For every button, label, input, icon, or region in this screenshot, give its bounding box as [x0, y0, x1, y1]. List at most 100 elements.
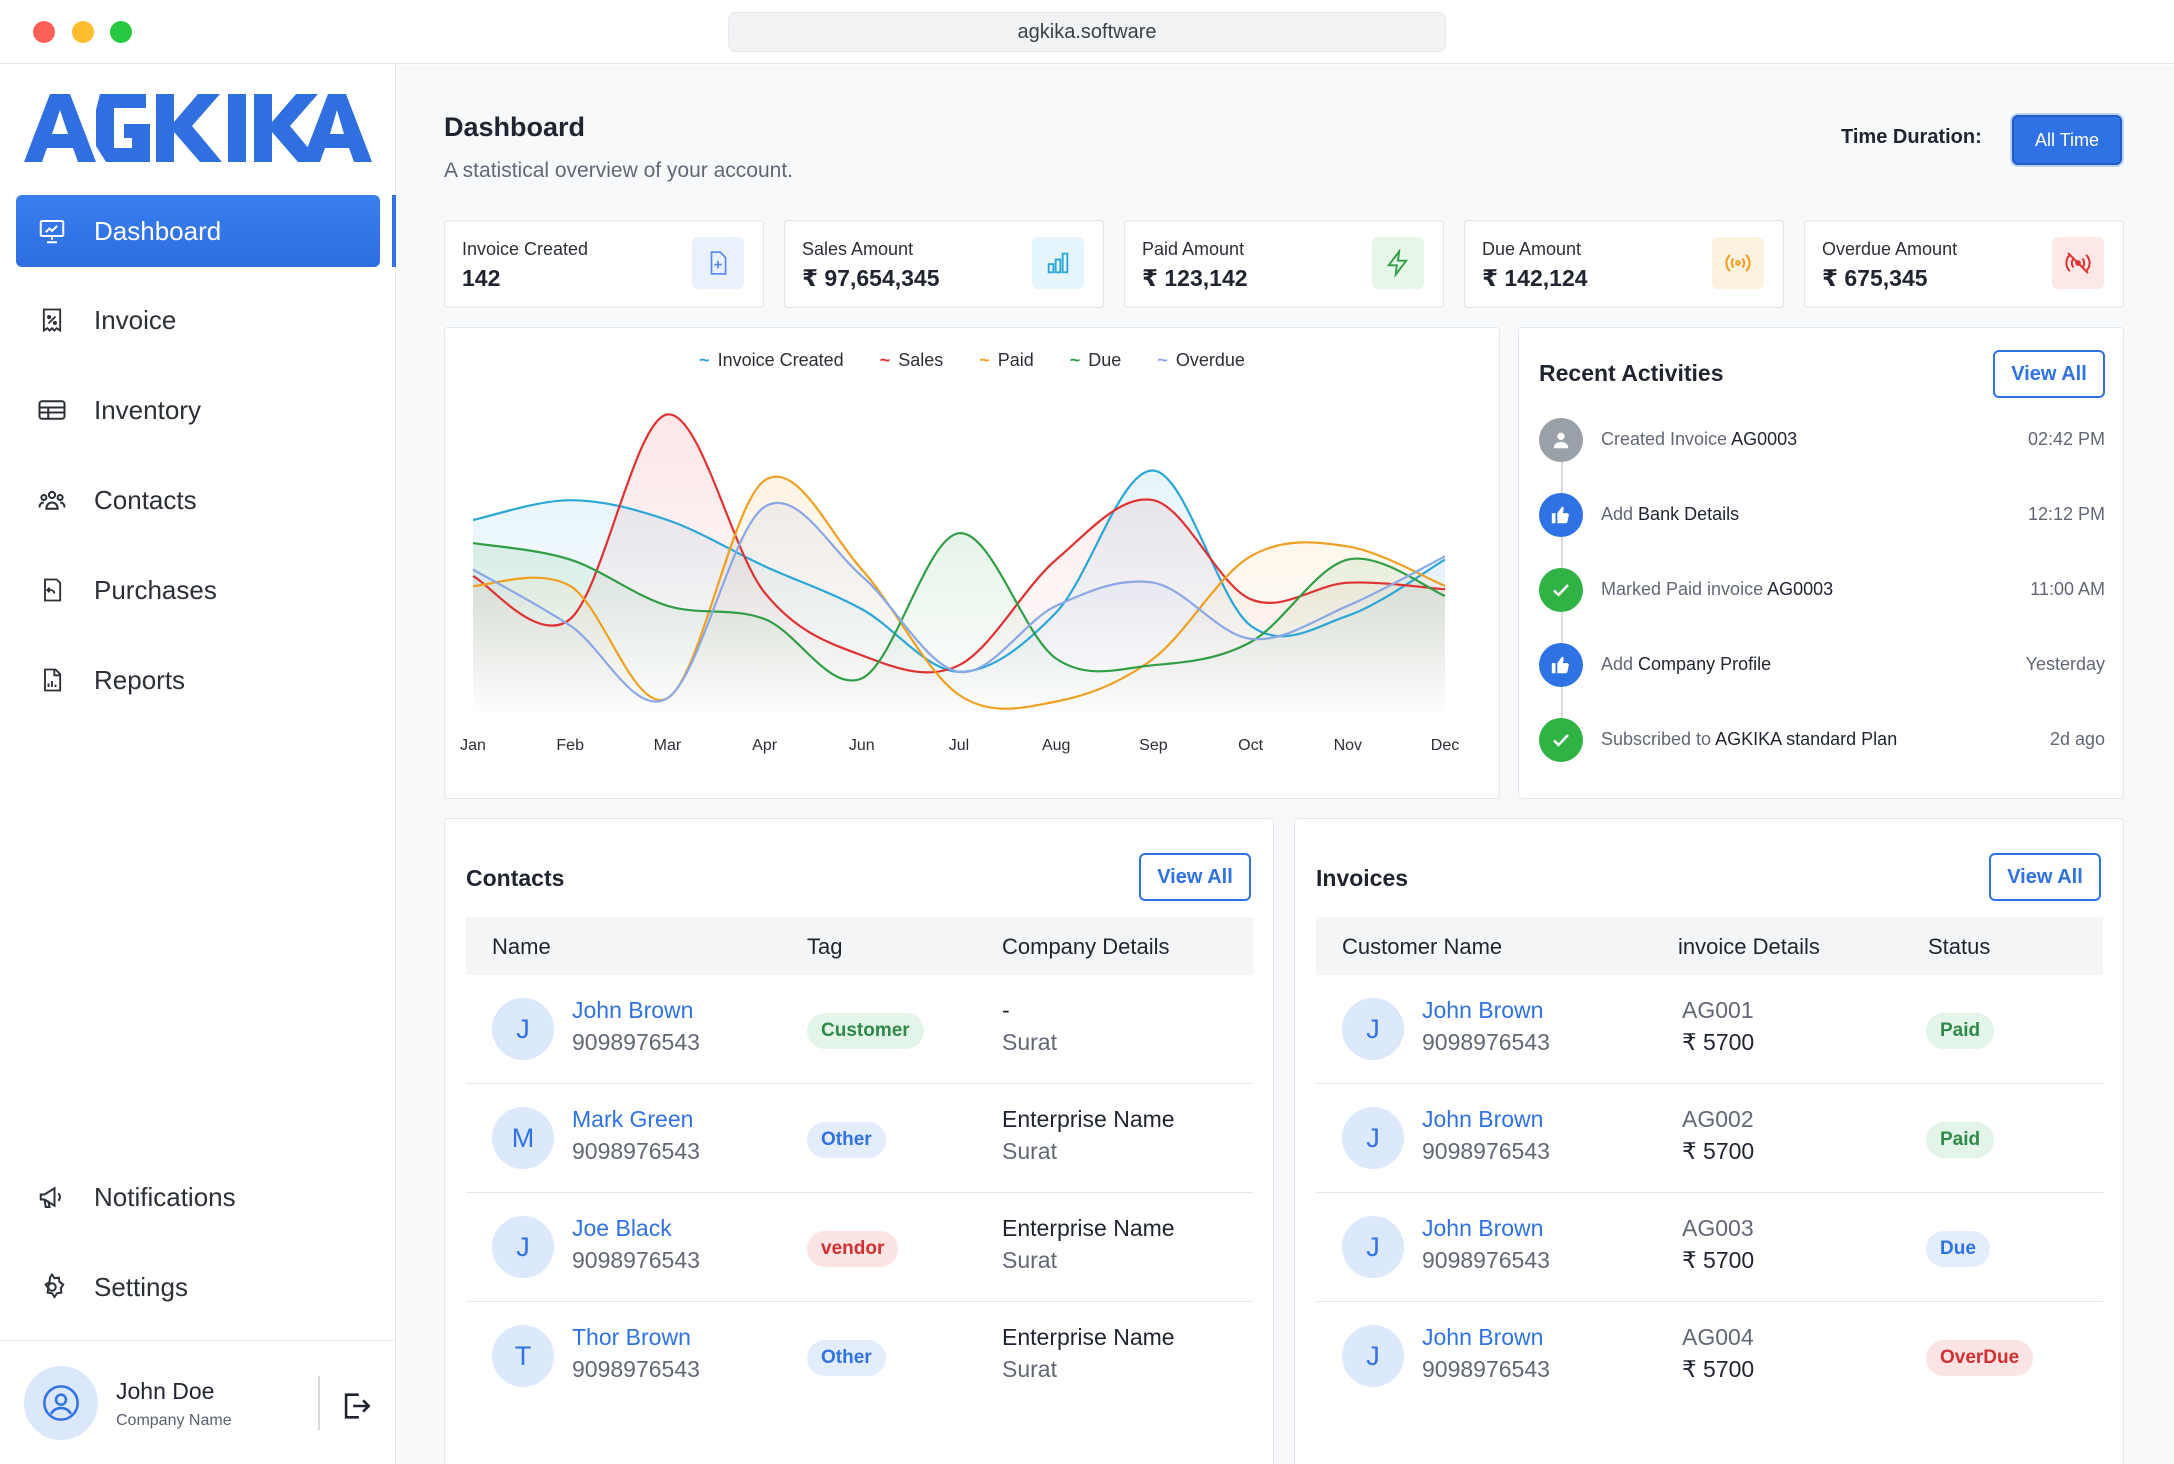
- customer-name-link[interactable]: John Brown: [1422, 997, 1544, 1023]
- gear-icon: [36, 1271, 68, 1303]
- maximize-window-button[interactable]: [110, 21, 132, 43]
- legend-item[interactable]: ~ Overdue: [1157, 350, 1245, 370]
- stat-value: ₹ 97,654,345: [802, 265, 940, 291]
- receipt-percent-icon: [36, 304, 68, 336]
- activity-item[interactable]: Marked Paid invoice AG0003 11:00 AM: [1539, 568, 2105, 618]
- contact-name-link[interactable]: John Brown: [572, 997, 694, 1023]
- legend-item[interactable]: ~ Due: [1069, 350, 1122, 370]
- table-row[interactable]: J John Brown 9098976543 AG002 ₹ 5700 Pai…: [1316, 1084, 2103, 1193]
- sidebar-item-notifications[interactable]: Notifications: [16, 1161, 380, 1233]
- customer-name-link[interactable]: John Brown: [1422, 1215, 1544, 1241]
- column-header: Company Details: [1002, 934, 1170, 959]
- avatar[interactable]: [24, 1366, 98, 1440]
- chart-card: ~ Invoice Created ~ Sales ~ Paid ~ Due ~ Over…: [444, 327, 1500, 799]
- avatar: J: [492, 998, 554, 1060]
- sidebar-item-label: Inventory: [94, 394, 201, 425]
- invoices-title: Invoices: [1316, 865, 1409, 891]
- activity-time: 2d ago: [2049, 729, 2105, 749]
- user-name: John Doe: [116, 1378, 215, 1404]
- logout-icon: [344, 1393, 371, 1419]
- table-row[interactable]: T Thor Brown 9098976543 Other Enterprise…: [466, 1302, 1253, 1411]
- stat-label: Overdue Amount: [1822, 239, 1958, 259]
- x-tick-label: Aug: [1042, 737, 1070, 754]
- thumbs-up-icon: [1539, 493, 1583, 537]
- activities-view-all-button[interactable]: View All: [1993, 350, 2105, 398]
- series-line[interactable]: [472, 532, 1446, 682]
- bar-chart-icon: [1032, 237, 1084, 289]
- chart-legend: ~ Invoice Created ~ Sales ~ Paid ~ Due ~ Over…: [445, 350, 1499, 371]
- invoices-table-header: Customer Name invoice Details Status: [1316, 917, 2103, 975]
- series-line[interactable]: [472, 475, 1446, 710]
- table-row[interactable]: J John Brown 9098976543 AG003 ₹ 5700 Due: [1316, 1193, 2103, 1302]
- legend-item[interactable]: ~ Invoice Created: [699, 350, 844, 370]
- x-tick-label: Feb: [556, 737, 584, 754]
- sidebar-item-invoice[interactable]: Invoice: [16, 284, 380, 356]
- sidebar-item-label: Dashboard: [94, 215, 222, 246]
- stat-value: 142: [462, 265, 501, 291]
- contacts-view-all-button[interactable]: View All: [1139, 853, 1251, 901]
- activity-item[interactable]: Subscribed to AGKIKA standard Plan 2d ag…: [1539, 718, 2105, 768]
- thumbs-up-icon: [1539, 643, 1583, 687]
- status-badge: Paid: [1926, 1013, 1995, 1049]
- series-line[interactable]: [472, 501, 1446, 703]
- activity-item[interactable]: Add Company Profile Yesterday: [1539, 643, 2105, 693]
- x-tick-label: Mar: [654, 737, 682, 754]
- avatar: M: [492, 1107, 554, 1169]
- legend-item[interactable]: ~ Paid: [979, 350, 1034, 370]
- legend-label: Sales: [898, 350, 944, 370]
- invoice-amount: ₹ 5700: [1682, 1356, 1755, 1382]
- contact-phone: 9098976543: [572, 1247, 700, 1273]
- sidebar-item-dashboard[interactable]: Dashboard: [16, 195, 380, 267]
- invoice-number: AG002: [1682, 1106, 1754, 1132]
- table-row[interactable]: M Mark Green 9098976543 Other Enterprise…: [466, 1084, 1253, 1193]
- time-duration-button[interactable]: All Time: [2012, 115, 2122, 165]
- company-name: -: [1002, 997, 1010, 1023]
- timeline-connector: [1561, 462, 1563, 493]
- customer-name-link[interactable]: John Brown: [1422, 1106, 1544, 1132]
- contacts-card: Contacts View All Name Tag Company Detai…: [444, 818, 1274, 1464]
- report-chart-icon: [36, 664, 68, 696]
- sidebar-item-purchases[interactable]: Purchases: [16, 554, 380, 626]
- avatar: J: [1342, 998, 1404, 1060]
- contacts-title: Contacts: [466, 865, 565, 891]
- stat-value: ₹ 123,142: [1142, 265, 1248, 291]
- table-row[interactable]: J Joe Black 9098976543 vendor Enterprise…: [466, 1193, 1253, 1302]
- series-line[interactable]: [472, 413, 1446, 674]
- user-separator: [318, 1376, 320, 1430]
- tag-badge: vendor: [807, 1231, 899, 1267]
- sidebar: Dashboard Invoice Inventory Contacts Pur…: [0, 64, 396, 1464]
- activity-item[interactable]: Add Bank Details 12:12 PM: [1539, 493, 2105, 543]
- legend-item[interactable]: ~ Sales: [879, 350, 944, 370]
- x-tick-label: Jul: [949, 737, 969, 754]
- recent-activities-card: Recent Activities View All Created Invoi…: [1518, 327, 2124, 799]
- x-tick-label: Oct: [1238, 737, 1263, 754]
- table-row[interactable]: J John Brown 9098976543 Customer - Surat: [466, 975, 1253, 1084]
- customer-name-link[interactable]: John Brown: [1422, 1324, 1544, 1350]
- url-bar[interactable]: agkika.software: [728, 12, 1446, 52]
- sidebar-item-settings[interactable]: Settings: [16, 1251, 380, 1323]
- stat-label: Due Amount: [1482, 239, 1582, 259]
- sidebar-item-contacts[interactable]: Contacts: [16, 464, 380, 536]
- logout-button[interactable]: [336, 1386, 376, 1426]
- invoices-view-all-button[interactable]: View All: [1989, 853, 2101, 901]
- stat-value: ₹ 675,345: [1822, 265, 1928, 291]
- user-circle-icon: [43, 1385, 79, 1421]
- close-window-button[interactable]: [33, 21, 55, 43]
- users-icon: [36, 484, 68, 516]
- contact-name-link[interactable]: Mark Green: [572, 1106, 694, 1132]
- contact-name-link[interactable]: Thor Brown: [572, 1324, 691, 1350]
- x-tick-label: Jan: [460, 737, 486, 754]
- stat-card-invoice-created: Invoice Created 142: [444, 220, 764, 308]
- table-row[interactable]: J John Brown 9098976543 AG004 ₹ 5700 Ove…: [1316, 1302, 2103, 1411]
- sidebar-item-reports[interactable]: Reports: [16, 644, 380, 716]
- timeline-connector: [1561, 687, 1563, 718]
- table-row[interactable]: J John Brown 9098976543 AG001 ₹ 5700 Pai…: [1316, 975, 2103, 1084]
- page-title: Dashboard: [444, 112, 586, 142]
- activity-text: Add Company Profile: [1601, 654, 1772, 674]
- sidebar-item-inventory[interactable]: Inventory: [16, 374, 380, 446]
- company-city: Surat: [1002, 1029, 1057, 1055]
- status-badge: OverDue: [1926, 1340, 2034, 1376]
- contact-name-link[interactable]: Joe Black: [572, 1215, 672, 1241]
- activity-item[interactable]: Created Invoice AG0003 02:42 PM: [1539, 418, 2105, 468]
- minimize-window-button[interactable]: [72, 21, 94, 43]
